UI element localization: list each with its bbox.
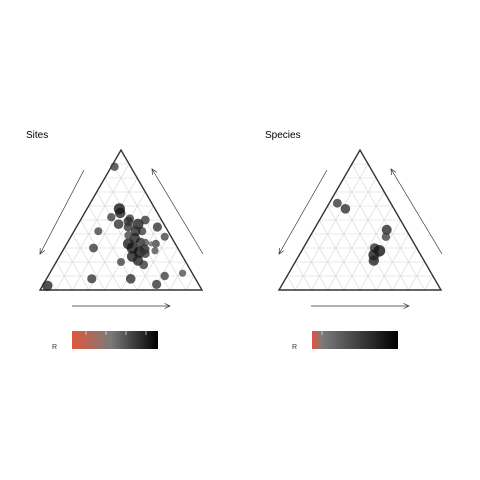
grid-line-sites <box>136 233 170 291</box>
point-sites-29 <box>125 274 136 284</box>
arrow-head-species <box>278 247 285 255</box>
grid-line-species <box>294 261 312 291</box>
grid-line-sites <box>47 275 57 291</box>
point-sites-35 <box>42 280 53 291</box>
grid-line-sites <box>112 163 187 291</box>
legend-colorbar-sites <box>72 331 158 349</box>
point-sites-22 <box>148 241 154 247</box>
point-sites-36 <box>179 269 187 277</box>
grid-line-sites <box>88 191 146 291</box>
point-sites-21 <box>140 249 150 258</box>
axis-arrow-sites-left-down <box>39 169 85 255</box>
grid-line-sites <box>169 261 187 291</box>
point-sites-5 <box>141 238 149 246</box>
axis-arrows-species <box>278 168 443 309</box>
grid-line-species <box>311 233 345 291</box>
point-species-1 <box>340 204 351 214</box>
axis-arrows-sites <box>39 168 204 309</box>
points-sites <box>42 162 187 291</box>
point-sites-24 <box>113 219 124 229</box>
arrow-head-sites <box>39 247 46 255</box>
point-sites-33 <box>151 247 159 255</box>
point-sites-31 <box>160 271 169 281</box>
grid-line-sites <box>80 219 122 291</box>
grid-line-species <box>408 261 426 291</box>
point-sites-32 <box>152 279 162 289</box>
grid-line-species <box>375 233 409 291</box>
grid-line-species <box>424 275 434 291</box>
grid-line-species <box>303 247 328 291</box>
point-sites-2 <box>152 222 162 232</box>
grid-line-species <box>319 219 361 291</box>
legend-label-species: R <box>292 344 297 351</box>
grid-line-species <box>327 191 385 291</box>
point-sites-30 <box>139 260 149 270</box>
arrow-head-sites <box>151 168 158 176</box>
point-sites-28 <box>87 274 97 284</box>
point-sites-11 <box>113 203 125 215</box>
grid-line-sites <box>185 275 195 291</box>
point-sites-34 <box>117 258 125 266</box>
point-species-2 <box>381 224 392 235</box>
arrow-head-sites <box>164 303 171 309</box>
panel-species: Species R <box>265 130 443 351</box>
panel-title-species: Species <box>265 130 301 141</box>
panel-title-sites: Sites <box>26 130 48 141</box>
point-species-3 <box>381 232 391 241</box>
point-sites-23 <box>124 231 133 240</box>
grid-line-species <box>294 163 369 291</box>
axis-arrow-species-right-up <box>390 168 443 255</box>
point-sites-0 <box>110 162 119 171</box>
point-sites-25 <box>107 213 116 222</box>
grid-line-sites <box>64 247 89 291</box>
point-sites-37 <box>160 232 169 241</box>
triangle-outline-species <box>277 148 443 291</box>
grid-line-sites <box>55 163 130 291</box>
grid-line-species <box>286 275 296 291</box>
point-species-7 <box>368 255 379 266</box>
panel-sites: Sites R <box>26 130 204 351</box>
grid-line-sites <box>72 233 106 291</box>
point-sites-6 <box>151 239 160 248</box>
grid-line-species <box>392 247 417 291</box>
point-sites-1 <box>140 215 150 225</box>
legend-colorbar-species <box>312 331 398 349</box>
point-sites-26 <box>94 227 103 236</box>
ternary-border-species <box>277 148 443 291</box>
points-species <box>332 198 392 266</box>
ternary-grid-species <box>286 163 434 291</box>
ternary-border-sites <box>38 148 204 291</box>
axis-arrow-sites-right-up <box>151 168 204 255</box>
point-species-0 <box>332 198 342 208</box>
arrow-head-species <box>390 168 397 176</box>
point-sites-27 <box>89 243 98 253</box>
arrow-head-species <box>403 303 410 309</box>
grid-line-sites <box>55 261 73 291</box>
legend-sites: R <box>52 331 158 351</box>
triangle-outline-sites <box>38 148 204 291</box>
point-sites-13 <box>123 222 133 232</box>
legend-label-sites: R <box>52 344 57 351</box>
axis-arrow-species-left-down <box>278 169 328 255</box>
legend-species: R <box>292 331 398 351</box>
